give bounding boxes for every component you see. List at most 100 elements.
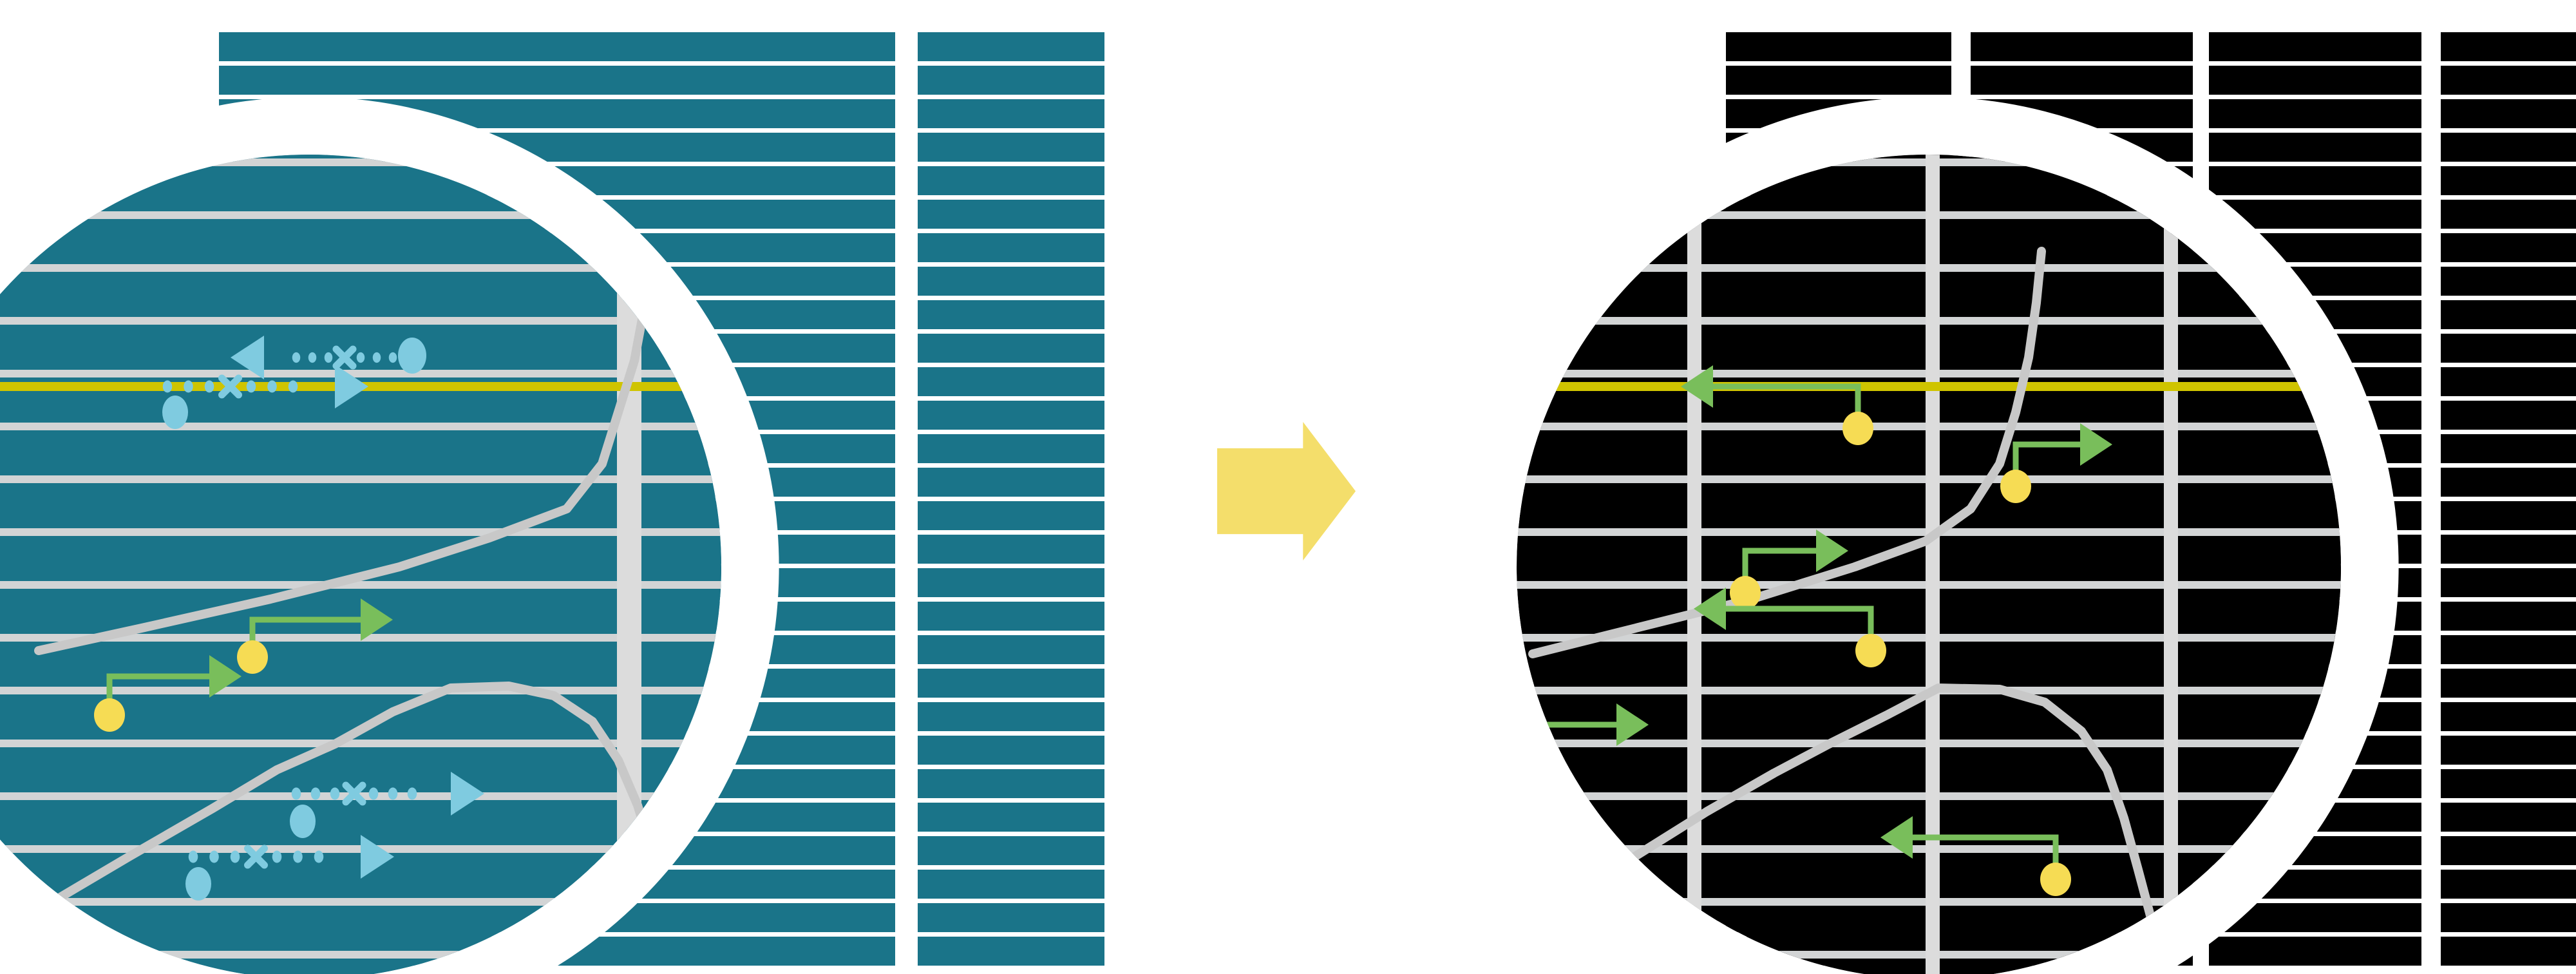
before-yellow-marker xyxy=(94,698,125,732)
before-stripe xyxy=(918,233,1104,262)
before-stripe xyxy=(918,300,1104,329)
before-dotted-arrow-right-upper xyxy=(162,365,368,408)
before-dotted-dot xyxy=(291,787,301,800)
after-stripe xyxy=(2441,836,2576,865)
after-yellow-marker xyxy=(2040,863,2071,896)
after-stripe xyxy=(2209,66,2421,95)
after-stripe xyxy=(2441,769,2576,798)
before-green-arrow-head xyxy=(209,655,242,698)
before-dotted-dot xyxy=(324,352,333,363)
before-stripe xyxy=(219,66,895,95)
after-stripe xyxy=(1726,66,1951,95)
before-dotted-arrow-head xyxy=(361,835,394,879)
after-yellow-marker xyxy=(1842,412,1873,445)
after-stripe xyxy=(2441,300,2576,329)
after-stripe xyxy=(2441,903,2576,932)
after-stripe xyxy=(2441,602,2576,631)
before-dotted-dot xyxy=(407,787,417,800)
after-stripe xyxy=(2209,32,2421,61)
after-stripe xyxy=(2209,99,2421,128)
before-dotted-arrow-head xyxy=(335,365,368,408)
before-stripe xyxy=(918,367,1104,396)
after-green-arrow-shaft xyxy=(2012,441,2080,473)
before-green-arrow-right-mid-upper xyxy=(237,598,393,674)
after-green-arrow-head xyxy=(2080,423,2112,466)
before-boundary-curve-lower xyxy=(53,682,674,919)
before-dotted-dot xyxy=(184,380,193,393)
after-column-4 xyxy=(2441,32,2576,966)
before-stripe xyxy=(918,166,1104,195)
after-stripe xyxy=(2441,736,2576,765)
after-green-arrow-left-top xyxy=(1681,365,1873,445)
before-stripe xyxy=(918,434,1104,463)
before-lens-ring xyxy=(0,97,779,974)
before-stripe xyxy=(918,736,1104,765)
after-stripe xyxy=(1726,32,1951,61)
after-stripe xyxy=(1971,32,2193,61)
before-dotted-arrow-head xyxy=(451,772,484,816)
before-stripe xyxy=(918,903,1104,932)
after-vgrid-1 xyxy=(1687,155,1701,974)
before-dotted-arrow-head xyxy=(231,336,264,379)
before-column-2 xyxy=(918,32,1104,966)
before-dotted-dot xyxy=(209,850,219,863)
after-stripe xyxy=(2441,535,2576,564)
before-green-arrow-head xyxy=(361,598,393,641)
before-dot-blob-lower-a xyxy=(290,805,316,838)
after-stripe xyxy=(2441,434,2576,463)
after-stripe xyxy=(1971,66,2193,95)
before-dotted-dot xyxy=(292,352,301,363)
after-stripe xyxy=(2209,937,2421,966)
after-green-arrow-shaft xyxy=(1742,548,1816,580)
before-boundary-curve-upper xyxy=(34,253,655,655)
before-lens-background xyxy=(0,155,721,974)
before-lens-body xyxy=(0,155,721,974)
before-dotted-dot xyxy=(162,380,173,393)
before-green-arrow-shaft xyxy=(106,673,209,702)
after-yellow-marker xyxy=(1730,576,1761,609)
before-lens-stripe-gap xyxy=(0,898,721,906)
before-lens-stripe-gap xyxy=(0,475,721,483)
before-lens-stripe-gap xyxy=(0,740,721,747)
after-green-arrow-right-upper xyxy=(2000,423,2112,503)
before-stripe xyxy=(918,769,1104,798)
after-stripe xyxy=(2209,166,2421,195)
after-yellow-marker xyxy=(1855,634,1886,667)
before-stripe xyxy=(918,870,1104,899)
after-stripe xyxy=(2441,937,2576,966)
before-stripe xyxy=(918,501,1104,530)
transform-arrow xyxy=(1217,422,1356,560)
after-panel xyxy=(1459,32,2576,974)
before-stripe xyxy=(918,702,1104,731)
after-green-arrow-head xyxy=(1616,703,1649,746)
after-green-arrow-right-mid xyxy=(1730,530,1848,609)
after-highlight-row xyxy=(1517,382,2341,391)
after-boundary-curve-lower xyxy=(1554,683,2155,922)
before-dotted-dot xyxy=(308,352,317,363)
before-dotted-dot xyxy=(204,380,214,393)
after-stripe xyxy=(2441,468,2576,497)
before-dotted-dot xyxy=(372,352,381,363)
after-stripe xyxy=(2441,267,2576,296)
before-dotted-arrow-left-upper xyxy=(231,336,397,379)
before-dotted-dot xyxy=(356,352,365,363)
before-panel xyxy=(0,32,1104,974)
before-stripe xyxy=(918,602,1104,631)
before-stripe xyxy=(918,635,1104,664)
before-green-arrow-shaft xyxy=(249,616,361,644)
before-dotted-x xyxy=(244,845,268,869)
before-stripe xyxy=(918,937,1104,966)
before-stripe xyxy=(918,32,1104,61)
after-stripe xyxy=(2441,501,2576,530)
before-dotted-x xyxy=(332,345,357,370)
before-stripe xyxy=(918,836,1104,865)
before-stripe xyxy=(918,267,1104,296)
before-stripe xyxy=(918,803,1104,832)
before-dotted-dot xyxy=(388,787,398,800)
before-dot-blob-lower-b xyxy=(185,867,211,901)
after-green-arrow-head xyxy=(1880,816,1913,859)
before-stripe xyxy=(918,66,1104,95)
after-stripe xyxy=(2441,99,2576,128)
before-dotted-dot xyxy=(310,787,321,800)
